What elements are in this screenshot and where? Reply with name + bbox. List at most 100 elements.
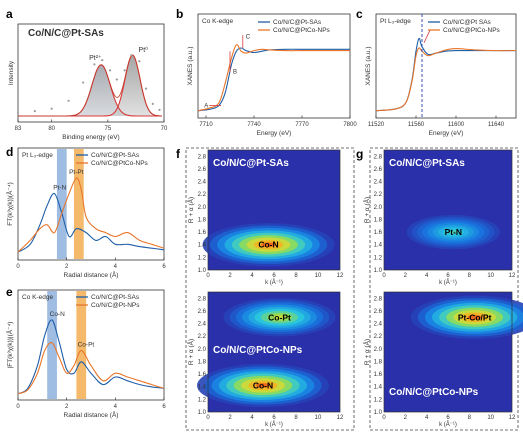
panel-g-ytick-label: 1.6 [374,372,383,378]
panel-f-peak-label: Co-N [253,380,273,390]
panel-g-peak-label: Pt-N [445,227,462,237]
panel-g-xtick-label: 0 [382,273,386,279]
panel-a-component-fill [18,64,162,116]
panel-a-data-point [82,81,85,84]
panel-f-ytick-label: 2.2 [198,334,207,340]
panel-g-map-title: Co/N/C@PtCo-NPs [389,387,479,398]
panel-b-annotation: C [246,34,251,40]
panel-e-legend-label: Co/N/C@Pt-NPs [91,302,140,309]
panel-b-xtick-label: 7770 [295,122,309,128]
panel-a-data-point [101,58,104,62]
panel-a-data-point [158,108,161,112]
panel-g-xlabel: k (Å⁻¹) [439,421,457,428]
panel-f-ytick-label: 1.6 [198,372,207,378]
panel-g-ytick-label: 2.0 [374,347,383,353]
panel-g-ytick-label: 1.2 [374,255,383,261]
panel-e-inset-title: Co K-edge [22,294,53,301]
panel-f-map-title: Co/N/C@Pt-SAs [213,158,289,169]
panel-g-xtick-label: 8 [468,415,472,421]
panel-b-legend-label: Co/N/C@Pt-SAs [273,19,322,26]
panel-g-map-title: Co/N/C@Pt-SAs [389,158,465,169]
panel-a-xtick-label: 83 [15,126,22,132]
panel-g-ytick-label: 2.8 [374,154,383,160]
panel-c-xtick-label: 11520 [368,122,385,128]
panel-letter-e: e [6,285,13,299]
panel-f-xtick-label: 12 [337,415,344,421]
panel-d-xlabel: Radial distance (Å) [64,270,119,279]
panel-b-annotation: A [204,104,208,110]
panel-f-heatmap-contour [255,383,271,388]
panel-d-legend-label: Co/N/C@Pt-SAs [91,152,140,159]
panel-g-xtick-label: 6 [446,273,450,279]
panel-d-inset-title: Pt L₃-edge [22,152,53,159]
panel-d-legend-label: Co/N/C@PtCo-NPs [91,160,149,167]
panel-g-ytick-label: 1.8 [374,359,383,365]
panel-letter-g: g [356,147,363,161]
panel-e-legend-label: Co/N/C@Pt-SAs [91,294,140,301]
panel-e-annotation: Co-N [50,311,65,318]
panel-g-ytick-label: 2.6 [374,309,383,315]
panel-f-xtick-label: 4 [250,415,254,421]
panel-f-heatmap-contour [273,315,286,320]
panel-f-ytick-label: 1.2 [198,255,207,261]
panel-g-xtick-label: 0 [382,415,386,421]
panel-g-ytick-label: 1.2 [374,397,383,403]
panel-f-ytick-label: 2.4 [198,180,207,186]
panel-b-xtick-label: 7710 [199,122,213,128]
panel-letter-c: c [356,7,363,21]
panel-d-xtick-label: 0 [16,264,20,270]
panel-f-ytick-label: 2.8 [198,296,207,302]
panel-a-fit-envelope [17,54,162,117]
panel-a-xlabel: Binding energy (eV) [62,134,119,141]
panel-f-ytick-label: 2.6 [198,167,207,173]
panel-b-series-line [197,44,350,112]
panel-b-xtick-label: 7740 [247,122,261,128]
panel-g-heatmap-contour [467,314,482,320]
panel-letter-b: b [176,7,183,21]
panel-a-data-point [130,54,133,57]
panel-f-ytick-label: 1.0 [198,410,207,416]
panel-a-data-point [108,69,112,72]
panel-d-ylabel: FT(k³χ(k))(Å⁻⁴) [5,182,14,226]
panel-e-xtick-label: 2 [65,404,69,410]
panel-g-xtick-label: 12 [509,273,516,279]
panel-g-ytick-label: 1.4 [374,243,383,249]
panel-d-axes-box [17,147,165,261]
panel-letter-f: f [176,147,181,161]
panel-g-ytick-label: 2.4 [374,180,383,186]
panel-f-ytick-label: 2.0 [198,347,207,353]
panel-f-xtick-label: 6 [272,415,276,421]
panel-f-xtick-label: 0 [206,273,210,279]
panel-g-xtick-label: 6 [446,415,450,421]
panel-g: Pt-N 0 2 4 6 8 10 12 1.0 1.2 1.4 1.6 1.8 2.0 2.2 2.4 2.6… [362,149,523,428]
panel-g-ytick-label: 2.0 [374,205,383,211]
panel-d-band [73,149,84,259]
panel-a-xtick-label: 80 [48,126,55,132]
panel-e-xtick-label: 4 [114,404,118,410]
panel-g-peak-label: Pt-Co/Pt [458,312,492,322]
panel-f: Co-N 0 2 4 6 8 10 12 1.0 1.2 1.4 1.6 1.8 2.0 2.2 2.4 2.6… [186,149,344,428]
panel-e-band [47,291,57,399]
panel-f-xtick-label: 2 [228,273,232,279]
panel-f-ytick-label: 1.4 [198,243,207,249]
panel-g-ytick-label: 2.2 [374,334,383,340]
panel-a-xtick-label: 75 [105,126,112,132]
panel-g-xtick-label: 10 [487,415,494,421]
panel-g-heatmap-contour [448,230,459,235]
panel-d-xtick-label: 6 [162,264,166,270]
panel-f-ylabel: R + α (Å) [186,339,195,365]
panel-a-inset-title: Co/N/C@Pt-SAs [28,28,104,39]
panel-c-inset-title: Pt L₃-edge [380,18,411,25]
panel-c-arrow [423,29,431,44]
panel-f-xtick-label: 12 [337,273,344,279]
panel-b-ylabel: XANES (a.u.) [187,46,194,85]
panel-f-heatmap-frame [207,291,341,413]
panel-f-map-title: Co/N/C@PtCo-NPs [213,345,303,356]
panel-c-axes-box [375,13,517,119]
panel-d-series-line [17,177,165,253]
panel-g-xtick-label: 2 [404,273,408,279]
panel-f-peak-label: Co-Pt [268,312,291,322]
panel-a-data-point [144,87,148,90]
